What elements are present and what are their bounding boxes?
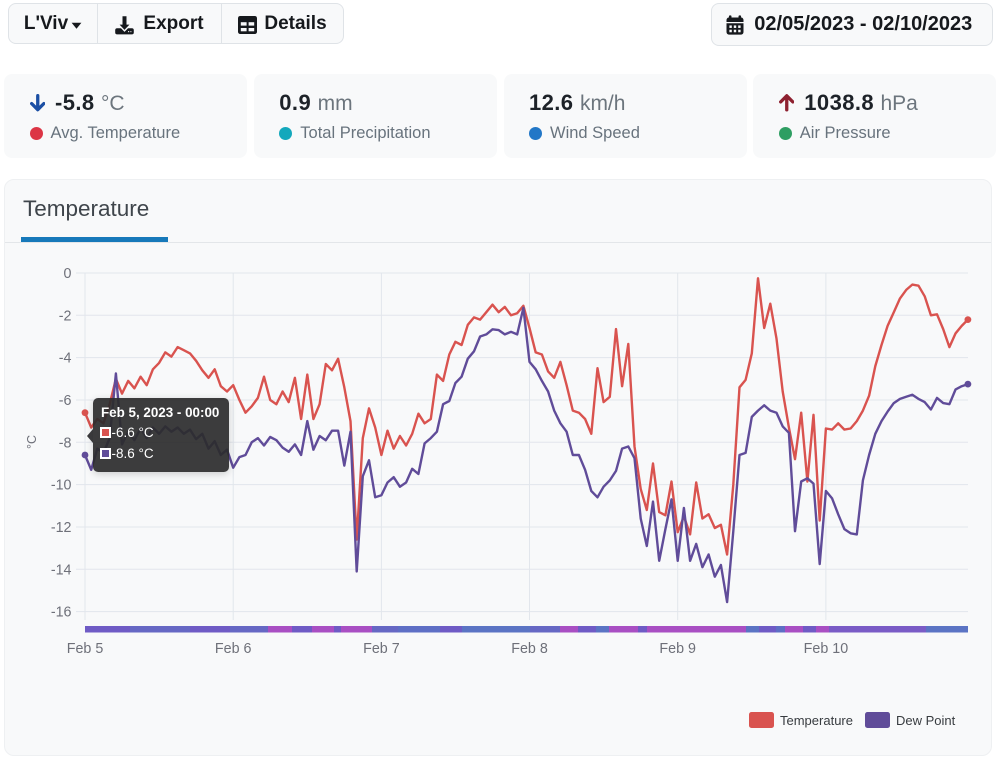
svg-text:-8: -8 <box>59 435 72 451</box>
svg-text:Feb 6: Feb 6 <box>215 641 252 657</box>
svg-text:-16: -16 <box>51 605 72 621</box>
svg-text:Feb 10: Feb 10 <box>804 641 849 657</box>
svg-text:Feb 9: Feb 9 <box>659 641 696 657</box>
svg-text:-2: -2 <box>59 308 72 324</box>
svg-text:-6: -6 <box>59 393 72 409</box>
svg-text:Feb 7: Feb 7 <box>363 641 400 657</box>
svg-text:°C: °C <box>25 435 39 449</box>
svg-text:0: 0 <box>64 266 72 282</box>
svg-text:-4: -4 <box>59 351 72 367</box>
svg-text:-10: -10 <box>51 478 72 494</box>
svg-text:Feb 8: Feb 8 <box>511 641 548 657</box>
svg-text:-14: -14 <box>51 562 72 578</box>
svg-text:-12: -12 <box>51 520 72 536</box>
svg-text:Feb 5: Feb 5 <box>67 641 104 657</box>
